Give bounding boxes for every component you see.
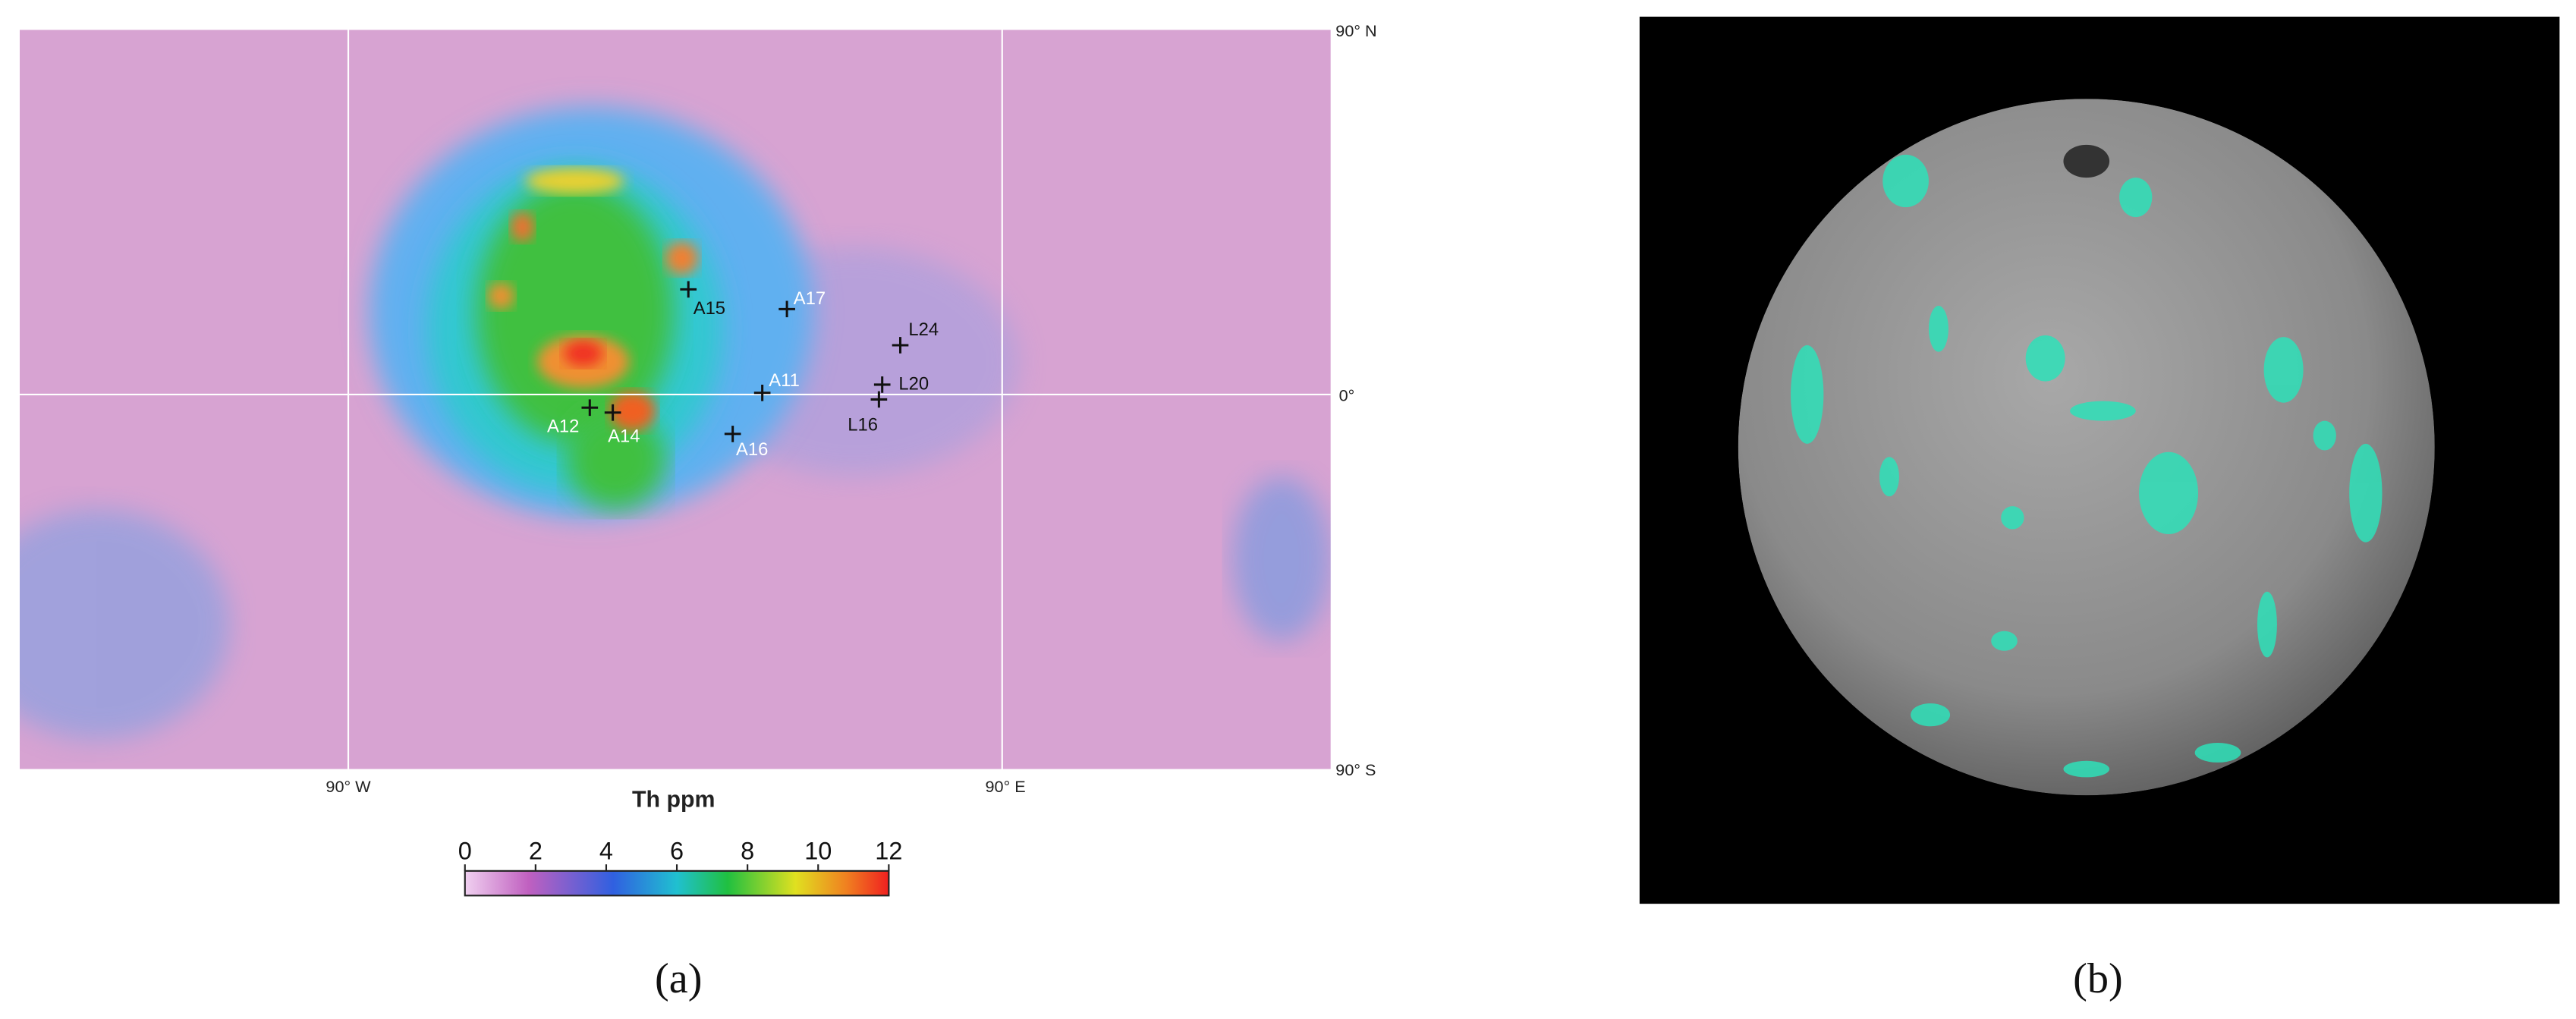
site-marker <box>870 391 888 408</box>
site-label: A12 <box>547 417 579 437</box>
site-marker <box>680 281 697 298</box>
west-label: 90° W <box>326 777 371 796</box>
colorbar-title: Th ppm <box>632 787 715 812</box>
site-label: A11 <box>769 370 800 391</box>
site-marker <box>581 399 599 417</box>
site-marker <box>753 384 771 401</box>
site-label: A14 <box>608 426 640 447</box>
site-marker <box>778 300 795 318</box>
caption: (b) <box>2073 955 2123 1002</box>
site-marker <box>604 404 621 421</box>
caption: (a) <box>655 955 702 1002</box>
site-marker <box>724 426 741 442</box>
site-label: L16 <box>848 415 878 436</box>
colorbar-tick-label: 0 <box>458 838 472 865</box>
east-label: 90° E <box>986 777 1026 796</box>
thorium-map <box>19 30 1331 769</box>
site-marker <box>873 376 891 393</box>
colorbar-tick-label: 6 <box>670 838 684 865</box>
colorbar-tick-label: 8 <box>741 838 754 865</box>
site-label: L24 <box>908 319 939 340</box>
colorbar-tick-label: 4 <box>599 838 613 865</box>
site-label: A15 <box>694 298 725 319</box>
site-label: A16 <box>736 439 768 460</box>
colorbar-tick-label: 2 <box>529 838 543 865</box>
south-label: 90° S <box>1335 760 1376 779</box>
equator-label: 0° <box>1339 386 1355 405</box>
colorbar-tick-label: 10 <box>804 838 832 865</box>
landing-sites: A15 A17 L24 A11 L20 L16 A12 A14 A16 <box>547 281 939 460</box>
colorbar-tick-label: 12 <box>875 838 902 865</box>
colorbar-ticks: 0 2 4 6 8 10 12 <box>458 838 902 871</box>
colorbar <box>464 870 890 897</box>
site-label: A17 <box>794 288 826 309</box>
north-label: 90° N <box>1335 21 1376 40</box>
site-marker <box>892 337 909 354</box>
site-label: L20 <box>898 373 929 394</box>
moon-image <box>1738 99 2435 796</box>
